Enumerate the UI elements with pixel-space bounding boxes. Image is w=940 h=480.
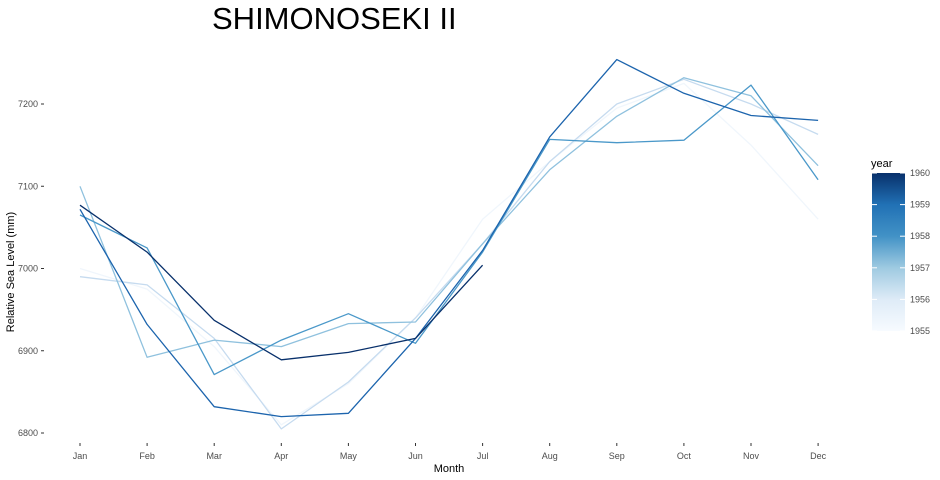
x-tick-label: Sep xyxy=(609,451,625,461)
legend-label-1959: 1959 xyxy=(910,200,930,210)
x-tick-label: Apr xyxy=(274,451,288,461)
series-layer xyxy=(79,58,819,430)
chart-title: SHIMONOSEKI II xyxy=(212,1,457,36)
legend-colorbar xyxy=(872,173,905,331)
legend-label-1958: 1958 xyxy=(910,231,930,241)
series-line-1955 xyxy=(79,82,819,426)
y-tick-label: 6900 xyxy=(18,346,38,356)
legend-label-1957: 1957 xyxy=(910,263,930,273)
x-tick-label: Jun xyxy=(408,451,423,461)
x-tick-label: Nov xyxy=(743,451,760,461)
x-axis: Jan Feb Mar Apr May Jun Jul Aug Sep Oct Nov Dec xyxy=(73,443,827,461)
x-tick-label: Dec xyxy=(810,451,827,461)
x-tick-label: Mar xyxy=(206,451,222,461)
series-line-1958 xyxy=(79,84,819,376)
x-tick-label: Jul xyxy=(477,451,489,461)
x-tick-label: Aug xyxy=(542,451,558,461)
legend-label-1960: 1960 xyxy=(910,168,930,178)
legend: year 1960 1959 1958 1957 1956 1955 xyxy=(871,158,930,336)
y-tick-label: 7000 xyxy=(18,264,38,274)
y-tick-label: 6800 xyxy=(18,428,38,438)
y-tick-label: 7200 xyxy=(18,99,38,109)
series-line-1957 xyxy=(79,77,819,358)
x-tick-label: Oct xyxy=(677,451,692,461)
x-tick-label: May xyxy=(340,451,358,461)
y-axis: 6800 6900 7000 7100 7200 xyxy=(18,99,44,438)
legend-label-1955: 1955 xyxy=(910,326,930,336)
x-tick-label: Feb xyxy=(139,451,155,461)
legend-labels: 1960 1959 1958 1957 1956 1955 xyxy=(872,168,930,336)
series-line-1960 xyxy=(79,204,484,361)
series-line-1956 xyxy=(79,78,819,430)
x-tick-label: Jan xyxy=(73,451,88,461)
legend-label-1956: 1956 xyxy=(910,294,930,304)
y-axis-title: Relative Sea Level (mm) xyxy=(5,212,17,332)
y-tick-label: 7100 xyxy=(18,181,38,191)
x-axis-title: Month xyxy=(434,463,465,475)
series-line-1959 xyxy=(79,58,819,418)
legend-title: year xyxy=(871,158,893,170)
